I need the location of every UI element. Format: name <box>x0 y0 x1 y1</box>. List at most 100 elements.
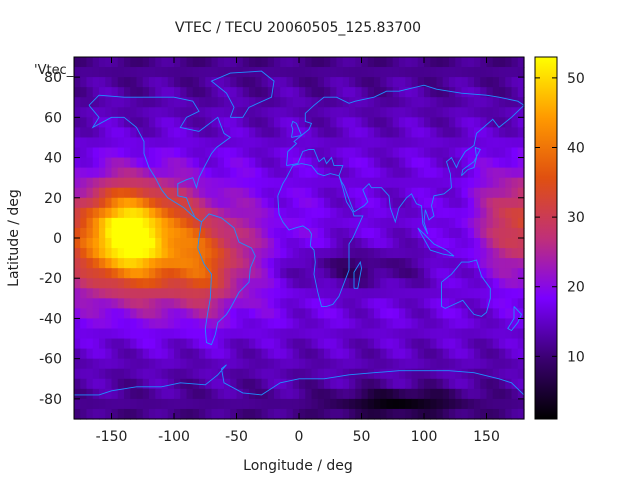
heatmap-cell <box>86 358 94 370</box>
heatmap-cell <box>380 207 388 219</box>
heatmap-cell <box>361 157 369 169</box>
heatmap-cell <box>336 207 344 219</box>
heatmap-cell <box>399 268 406 279</box>
heatmap-cell <box>411 117 419 128</box>
heatmap-cell <box>267 378 275 390</box>
heatmap-cell <box>317 67 325 78</box>
y-tick-label: -20 <box>39 271 62 287</box>
heatmap-cell <box>80 137 88 149</box>
heatmap-cell <box>492 308 500 320</box>
heatmap-cell <box>111 187 119 199</box>
heatmap-cell <box>317 358 325 370</box>
heatmap-cell <box>105 388 113 400</box>
heatmap-cell <box>192 87 200 98</box>
heatmap-cell <box>324 348 331 360</box>
heatmap-cell <box>492 398 500 410</box>
heatmap-cell <box>149 398 156 410</box>
heatmap-cell <box>80 167 88 179</box>
heatmap-cell <box>461 338 469 350</box>
heatmap-cell <box>336 368 344 380</box>
heatmap-cell <box>167 217 175 229</box>
heatmap-cell <box>117 348 125 360</box>
heatmap-cell <box>436 217 444 229</box>
heatmap-cell <box>280 57 288 68</box>
heatmap-cell <box>511 207 519 219</box>
heatmap-cell <box>80 408 88 420</box>
heatmap-cell <box>130 97 138 108</box>
heatmap-cell <box>174 227 181 239</box>
heatmap-cell <box>355 187 363 199</box>
heatmap-cell <box>411 207 419 219</box>
heatmap-cell <box>324 358 331 370</box>
heatmap-cell <box>249 408 256 420</box>
heatmap-cell <box>136 137 144 149</box>
heatmap-cell <box>505 217 513 229</box>
heatmap-cell <box>199 278 206 289</box>
heatmap-cell <box>105 167 113 179</box>
heatmap-cell <box>355 77 363 88</box>
heatmap-cell <box>217 227 225 239</box>
heatmap-cell <box>142 67 150 78</box>
heatmap-cell <box>355 207 363 219</box>
heatmap-cell <box>342 238 350 249</box>
heatmap-cell <box>249 328 256 340</box>
heatmap-cell <box>136 318 144 330</box>
heatmap-cell <box>499 57 506 68</box>
heatmap-cell <box>117 157 125 169</box>
heatmap-cell <box>117 217 125 229</box>
heatmap-cell <box>199 157 206 169</box>
heatmap-cell <box>249 197 256 209</box>
heatmap-cell <box>399 288 406 299</box>
heatmap-cell <box>380 137 388 149</box>
heatmap-cell <box>455 227 463 239</box>
heatmap-cell <box>92 408 100 420</box>
heatmap-cell <box>86 398 94 410</box>
heatmap-cell <box>380 217 388 229</box>
heatmap-cell <box>511 258 519 269</box>
heatmap-cell <box>161 358 169 370</box>
heatmap-cell <box>405 67 413 78</box>
heatmap-cell <box>342 248 350 259</box>
heatmap-cell <box>261 77 269 88</box>
heatmap-cell <box>92 258 100 269</box>
heatmap-cell <box>492 328 500 340</box>
heatmap-cell <box>349 298 356 309</box>
heatmap-cell <box>399 207 406 219</box>
heatmap-cell <box>186 177 194 189</box>
heatmap-cell <box>336 87 344 98</box>
heatmap-cell <box>361 197 369 209</box>
heatmap-cell <box>261 167 269 179</box>
heatmap-cell <box>242 177 250 189</box>
heatmap-cell <box>280 147 288 159</box>
heatmap-cell <box>267 167 275 179</box>
heatmap-cell <box>236 227 244 239</box>
heatmap-cell <box>130 248 138 259</box>
coast-greenland <box>210 70 275 118</box>
heatmap-cell <box>261 278 269 289</box>
heatmap-cell <box>205 187 213 199</box>
heatmap-cell <box>424 398 431 410</box>
heatmap-cell <box>180 167 188 179</box>
heatmap-cell <box>174 217 181 229</box>
heatmap-cell <box>305 378 313 390</box>
heatmap-cell <box>492 348 500 360</box>
heatmap-cell <box>517 97 525 108</box>
heatmap-cell <box>155 318 163 330</box>
heatmap-cell <box>86 147 94 159</box>
heatmap-cell <box>199 147 206 159</box>
heatmap-cell <box>436 167 444 179</box>
heatmap-cell <box>392 408 400 420</box>
heatmap-cell <box>436 137 444 149</box>
heatmap-cell <box>317 57 325 68</box>
heatmap-cell <box>467 127 475 139</box>
heatmap-cell <box>105 67 113 78</box>
heatmap-cell <box>149 217 156 229</box>
heatmap-cell <box>124 318 131 330</box>
heatmap-cell <box>492 197 500 209</box>
heatmap-cell <box>367 107 375 118</box>
heatmap-cell <box>355 248 363 259</box>
heatmap-cell <box>286 137 294 149</box>
heatmap-cell <box>111 207 119 219</box>
heatmap-cell <box>211 308 219 320</box>
heatmap-cell <box>455 308 463 320</box>
